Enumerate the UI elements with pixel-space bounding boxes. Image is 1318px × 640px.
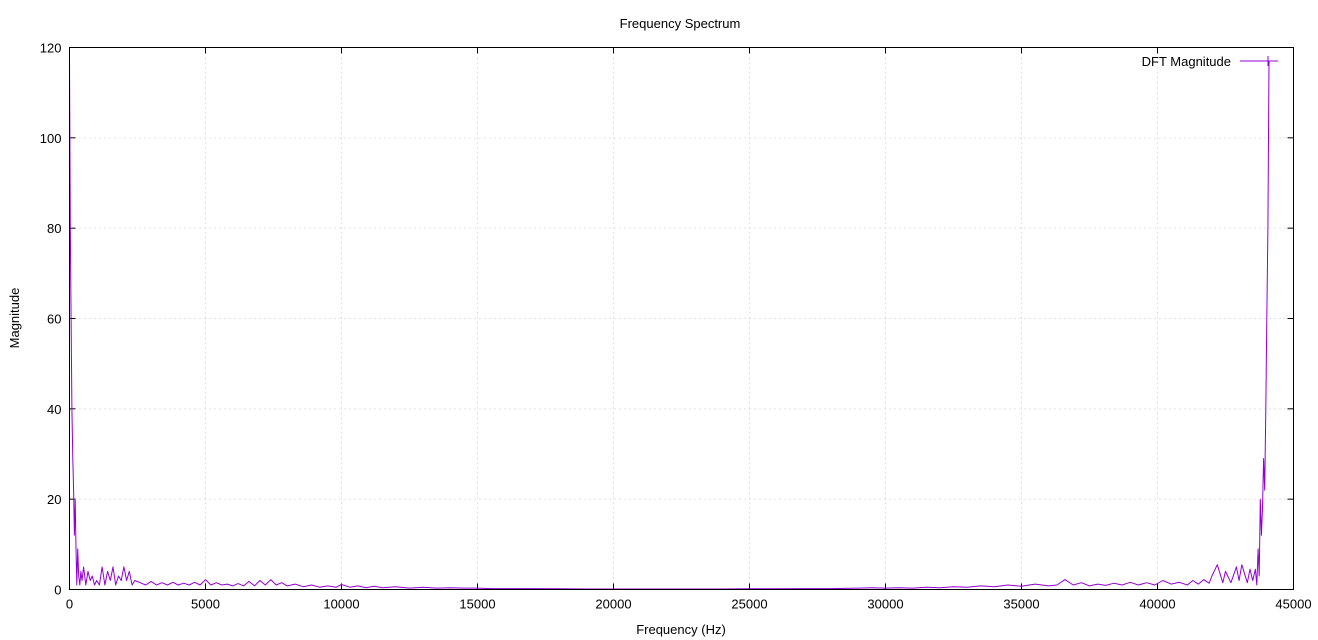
chart-title: Frequency Spectrum (620, 16, 741, 31)
plot-frame (69, 47, 1294, 590)
y-tick-label: 0 (54, 583, 61, 598)
x-tick-label: 25000 (731, 597, 767, 612)
legend-label-dft-magnitude: DFT Magnitude (1142, 54, 1231, 69)
y-tick-label: 20 (47, 492, 61, 507)
y-axis-ticks: 0 20 40 60 80 100 120 (40, 41, 1294, 598)
x-axis-label: Frequency (Hz) (636, 622, 726, 637)
y-tick-label: 40 (47, 402, 61, 417)
y-tick-label: 60 (47, 312, 61, 327)
x-tick-label: 45000 (1275, 597, 1311, 612)
y-tick-label: 100 (40, 131, 62, 146)
x-tick-label: 35000 (1003, 597, 1039, 612)
x-tick-label: 20000 (595, 597, 631, 612)
x-tick-label: 15000 (459, 597, 495, 612)
x-tick-label: 0 (66, 597, 73, 612)
x-axis-ticks: 0 5000 10000 15000 20000 25000 30000 35000 40000… (66, 47, 1312, 612)
x-tick-label: 30000 (867, 597, 903, 612)
grid-lines (69, 47, 1294, 590)
legend: DFT Magnitude (1142, 54, 1278, 69)
y-tick-label: 120 (40, 41, 62, 56)
y-axis-label: Magnitude (7, 288, 22, 349)
x-tick-label: 5000 (191, 597, 220, 612)
x-tick-label: 40000 (1139, 597, 1175, 612)
dft-magnitude-series-line (69, 61, 1270, 590)
y-tick-label: 80 (47, 221, 61, 236)
x-tick-label: 10000 (323, 597, 359, 612)
